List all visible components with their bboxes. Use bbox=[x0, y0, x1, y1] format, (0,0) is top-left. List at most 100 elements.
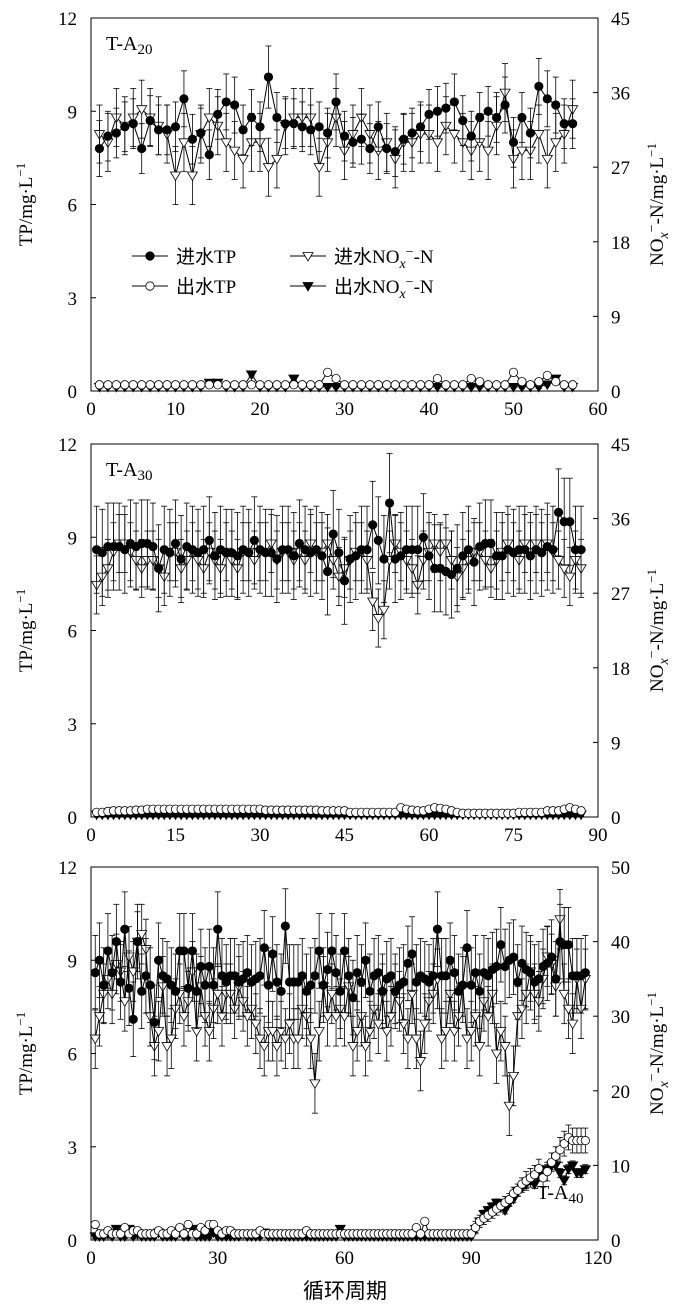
data-point bbox=[552, 556, 565, 566]
data-point bbox=[271, 155, 283, 165]
data-point bbox=[525, 380, 536, 390]
data-point bbox=[407, 380, 417, 390]
data-point bbox=[397, 1019, 410, 1030]
data-point bbox=[465, 1027, 477, 1037]
data-point bbox=[516, 1004, 528, 1015]
data-point bbox=[170, 122, 181, 132]
data-point bbox=[297, 122, 307, 132]
data-point bbox=[508, 367, 519, 377]
x-tick-label: 90 bbox=[462, 1248, 481, 1269]
y-right-label-sub: x bbox=[657, 232, 672, 240]
data-point bbox=[441, 380, 451, 390]
data-point bbox=[175, 1222, 185, 1233]
data-point bbox=[192, 1229, 202, 1239]
y-left-axis-label: TP/mg·L−1 bbox=[13, 1012, 37, 1096]
series-2 bbox=[92, 803, 586, 818]
data-point bbox=[566, 1161, 579, 1172]
data-point bbox=[335, 986, 345, 996]
data-point bbox=[546, 952, 557, 962]
data-point bbox=[579, 1165, 592, 1175]
y-left-axis-label: TP/mg·L−1 bbox=[13, 589, 37, 673]
data-point bbox=[415, 1229, 426, 1239]
data-point bbox=[576, 806, 586, 816]
series-2 bbox=[90, 1124, 590, 1239]
y-right-tick-label: 9 bbox=[611, 307, 621, 328]
x-tick-label: 20 bbox=[251, 399, 270, 420]
data-point bbox=[365, 380, 375, 390]
data-point bbox=[254, 1034, 266, 1045]
data-point bbox=[568, 380, 578, 390]
data-point bbox=[449, 97, 459, 107]
data-point bbox=[255, 971, 265, 981]
data-point bbox=[208, 980, 219, 990]
y-right-label-sup: − bbox=[645, 1073, 660, 1081]
data-point bbox=[187, 946, 197, 956]
data-point bbox=[246, 380, 257, 390]
data-point bbox=[558, 1176, 570, 1187]
data-point bbox=[420, 1216, 430, 1226]
series-0 bbox=[92, 452, 586, 625]
x-tick-label: 45 bbox=[335, 825, 354, 846]
legend-label-text: 进水NO bbox=[334, 246, 399, 268]
data-point bbox=[196, 961, 206, 972]
data-point bbox=[203, 1027, 215, 1037]
data-point bbox=[458, 380, 468, 390]
data-point bbox=[533, 130, 545, 140]
data-point bbox=[461, 1034, 473, 1045]
data-point bbox=[263, 980, 274, 990]
data-point bbox=[344, 971, 354, 981]
x-tick-label: 60 bbox=[335, 1248, 354, 1269]
y-right-label-sup: −1 bbox=[644, 569, 659, 583]
y-left-tick-label: 0 bbox=[68, 808, 78, 829]
data-point bbox=[362, 545, 372, 555]
data-point bbox=[132, 936, 143, 947]
y-right-label-sup: −1 bbox=[644, 143, 659, 157]
data-point bbox=[221, 380, 231, 390]
data-point bbox=[339, 946, 350, 956]
data-point bbox=[428, 971, 438, 981]
panel-label-main: T-A bbox=[106, 459, 138, 481]
series-line bbox=[94, 1136, 586, 1235]
panel-label-sub: 40 bbox=[568, 1191, 583, 1207]
data-point bbox=[356, 134, 366, 144]
data-point bbox=[169, 171, 182, 182]
data-point bbox=[262, 163, 275, 173]
data-point bbox=[432, 924, 443, 934]
data-point bbox=[411, 977, 421, 987]
data-point bbox=[548, 545, 558, 555]
data-point bbox=[187, 380, 197, 390]
y-right-tick-label: 36 bbox=[611, 84, 630, 105]
data-point bbox=[196, 128, 206, 138]
data-point bbox=[377, 986, 388, 996]
data-point bbox=[542, 1167, 552, 1177]
x-tick-label: 120 bbox=[584, 1248, 613, 1269]
panel-label: T-A30 bbox=[106, 459, 152, 484]
data-point bbox=[170, 538, 181, 549]
data-point bbox=[424, 109, 434, 119]
data-point bbox=[458, 980, 468, 990]
data-point bbox=[390, 986, 400, 996]
data-point bbox=[204, 150, 214, 160]
data-point bbox=[148, 541, 158, 552]
data-point bbox=[500, 100, 510, 110]
data-point bbox=[331, 97, 341, 107]
data-point bbox=[249, 535, 259, 545]
data-point bbox=[178, 1012, 190, 1022]
data-point bbox=[551, 100, 561, 110]
data-point bbox=[272, 554, 282, 564]
data-point bbox=[390, 380, 400, 390]
y-right-tick-label: 45 bbox=[611, 435, 630, 456]
data-point bbox=[407, 949, 417, 959]
data-point bbox=[245, 370, 258, 381]
y-right-tick-label: 50 bbox=[611, 858, 630, 879]
data-point bbox=[576, 545, 586, 555]
data-point bbox=[230, 971, 240, 981]
data-point bbox=[94, 143, 105, 154]
data-point bbox=[137, 986, 147, 996]
data-point bbox=[534, 81, 544, 91]
data-point bbox=[314, 380, 324, 390]
data-point bbox=[516, 146, 528, 157]
data-point bbox=[238, 974, 248, 984]
data-point bbox=[466, 1229, 476, 1239]
